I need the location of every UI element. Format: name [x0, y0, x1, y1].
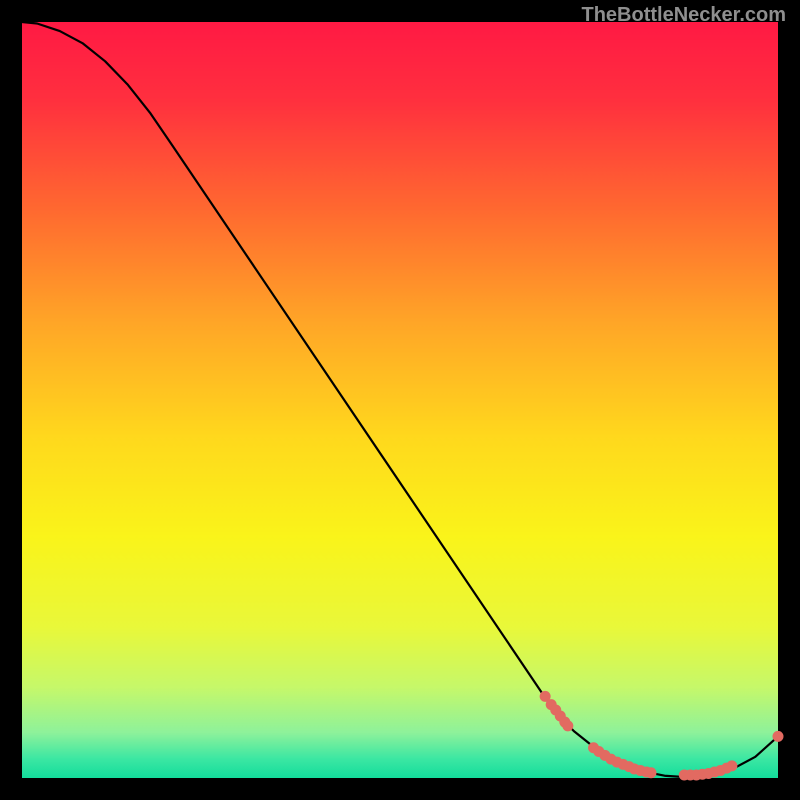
plot-gradient-background [22, 22, 778, 778]
chart-container: TheBottleNecker.com [0, 0, 800, 800]
watermark-label: TheBottleNecker.com [581, 4, 786, 27]
